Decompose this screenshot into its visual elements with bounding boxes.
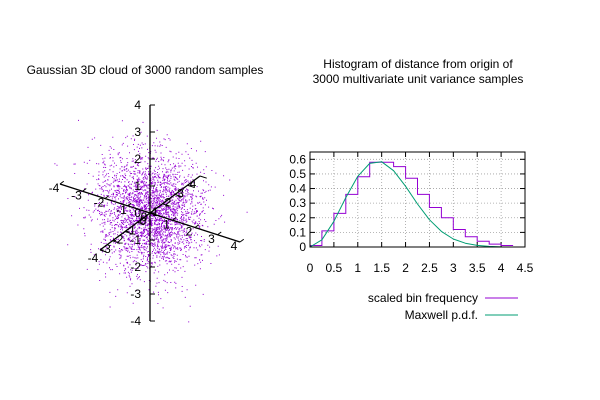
scatter3d-panel: Gaussian 3D cloud of 3000 random samples… [27, 63, 264, 328]
cloud-sample-points [54, 119, 248, 323]
cloud-points [54, 119, 248, 323]
y-tick-mark [99, 249, 107, 253]
x-tick-label: -4 [49, 181, 60, 195]
z-tick-label: 4 [134, 98, 141, 112]
z-tick-label: -1 [130, 233, 141, 247]
y-tick-mark [187, 184, 195, 188]
histogram-panel: Histogram of distance from origin of 300… [289, 57, 533, 322]
x-tick-mark [104, 195, 110, 199]
x-tick-label: 0.5 [326, 261, 343, 275]
z-tick-label: 1 [134, 179, 141, 193]
y-tick-label: 0 [140, 214, 147, 228]
x-tick-label: 3 [450, 261, 457, 275]
z-tick-label: 2 [134, 152, 141, 166]
scatter3d-title: Gaussian 3D cloud of 3000 random samples [27, 63, 264, 77]
x-tick-label: 3 [208, 232, 215, 246]
z-tick-label: -4 [130, 314, 141, 328]
y-tick-label: 0 [299, 240, 306, 254]
x-tick-mark [127, 202, 132, 207]
histogram-series [309, 161, 514, 248]
y-tick-label: 0.2 [289, 211, 306, 225]
y-tick-label: -4 [88, 251, 99, 265]
x-tick-label: -3 [71, 188, 82, 202]
y-tick-label: 1 [152, 205, 159, 219]
z-tick-label: -3 [130, 287, 141, 301]
x-tick-label: 1.5 [373, 261, 390, 275]
x-tick-label: 4 [498, 261, 505, 275]
y-tick-label: 0.3 [289, 196, 306, 210]
x-tick-label: 4.5 [517, 261, 534, 275]
x-tick-label: 2 [402, 261, 409, 275]
x-tick-label: 1 [354, 261, 361, 275]
y-tick-mark [137, 221, 145, 225]
z-tick-label: 3 [134, 125, 141, 139]
histogram-frame [309, 151, 526, 248]
legend-label-maxwell: Maxwell p.d.f. [405, 308, 478, 322]
histogram-ticks: 0 0.5 1 1.5 2 2.5 3 3.5 4 4.500.10.20.30.40.50.6 [289, 152, 534, 275]
y-tick-label: 0.1 [289, 225, 306, 239]
legend: scaled bin frequency Maxwell p.d.f. [368, 291, 518, 322]
x-tick-mark [217, 231, 222, 236]
x-tick-mark [59, 180, 65, 185]
x-tick-label: 0 [307, 261, 314, 275]
z-tick-label: 0 [134, 206, 141, 220]
x-tick-mark [172, 217, 177, 221]
y-tick-label: 2 [165, 196, 172, 210]
y-tick-label: 4 [190, 177, 197, 191]
histogram-grid [310, 152, 525, 247]
series-maxwell-pdf [309, 161, 502, 248]
y-tick-label: 0.6 [289, 152, 306, 166]
y-tick-label: -2 [113, 233, 124, 247]
y-tick-label: 3 [177, 186, 184, 200]
legend-label-bins: scaled bin frequency [368, 291, 478, 305]
x-tick-label: 2.5 [421, 261, 438, 275]
series-scaled-bin-frequency [309, 161, 514, 247]
x-tick-label: 2 [186, 225, 193, 239]
x-tick-label: 0 [141, 210, 148, 224]
x-tick-mark [82, 188, 87, 192]
y-tick-mark [124, 231, 132, 235]
y-tick-label: 0.5 [289, 167, 306, 181]
histogram-title-line-2: 3000 multivariate unit variance samples [313, 72, 524, 86]
y-tick-label: 0.4 [289, 182, 306, 196]
x-tick-mark [239, 238, 245, 243]
y-tick-label: -1 [125, 223, 136, 237]
y-tick-label: -3 [100, 242, 111, 256]
x-tick-label: 3.5 [469, 261, 486, 275]
y-tick-mark [112, 240, 120, 244]
x-tick-label: 4 [231, 239, 238, 253]
x-tick-mark [194, 224, 200, 228]
y-tick-mark [174, 194, 182, 198]
histogram-title-line-1: Histogram of distance from origin of [323, 57, 513, 71]
z-tick-label: -2 [130, 260, 141, 274]
y-tick-mark [162, 203, 170, 207]
x-tick-label: -1 [116, 203, 127, 217]
x-tick-label: -2 [94, 196, 105, 210]
x-tick-label: 1 [163, 217, 170, 231]
y-tick-mark [199, 175, 207, 179]
